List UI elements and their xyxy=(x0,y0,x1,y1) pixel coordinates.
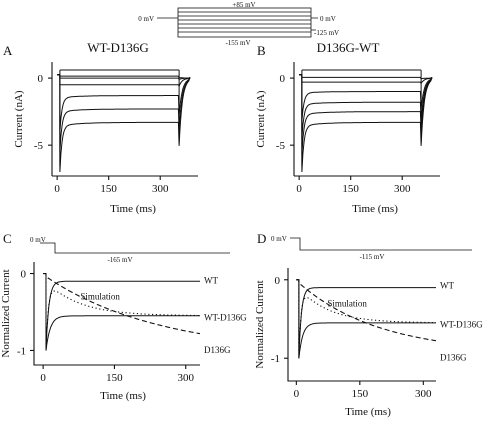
series-label-wt-d136g: WT-D136G xyxy=(204,313,247,323)
axes xyxy=(33,262,200,366)
x-tick-label: 0 xyxy=(294,388,300,400)
panel-a-title: WT-D136G xyxy=(87,40,149,55)
x-tick-label: 300 xyxy=(394,183,411,195)
axes xyxy=(287,268,436,382)
panel-c-step-level: -165 mV xyxy=(107,256,132,264)
x-axis-label: Time (ms) xyxy=(352,203,398,215)
current-trace-4 xyxy=(57,74,191,132)
y-tick-label: 0 xyxy=(21,269,27,281)
axes xyxy=(51,62,198,177)
trace-wt-d136g xyxy=(43,273,200,351)
x-tick-label: 150 xyxy=(342,183,359,195)
x-tick-label: 0 xyxy=(296,183,302,195)
y-axis-label: Normalized Current xyxy=(0,269,12,357)
series-label-simulation: Simulation xyxy=(327,298,367,308)
series-label-simulation: Simulation xyxy=(80,292,120,302)
panel-b-letter: B xyxy=(257,43,266,58)
x-tick-label: 300 xyxy=(152,183,169,195)
x-tick-label: 150 xyxy=(106,372,123,384)
series-label-d136g: D136G xyxy=(440,353,467,363)
panel-d: D 0 mV -115 mV 0 -1 0 150 300 Time (ms) Normal… xyxy=(254,231,483,418)
series-label-wt: WT xyxy=(204,276,218,286)
panel-b-title: D136G-WT xyxy=(317,40,380,55)
current-trace-6 xyxy=(299,74,433,173)
panel-c: C 0 mV -165 mV 0 -1 0 150 300 Time (ms) Normal… xyxy=(0,231,247,402)
y-tick-label: -5 xyxy=(34,140,44,152)
x-tick-label: 150 xyxy=(100,183,117,195)
current-trace-1 xyxy=(299,74,433,80)
current-trace-5 xyxy=(299,74,433,155)
panel-c-plot: 0 -1 0 150 300 Time (ms) Normalized Current WT W… xyxy=(0,262,247,402)
x-axis-label: Time (ms) xyxy=(110,203,156,215)
y-tick-label: -5 xyxy=(276,140,286,152)
y-axis-label: Current (nA) xyxy=(255,90,267,147)
y-axis-label: Normalized Current xyxy=(254,280,266,368)
x-axis-label: Time (ms) xyxy=(345,406,391,418)
x-tick-label: 0 xyxy=(54,183,60,195)
trace-wt-d136g xyxy=(296,279,436,359)
panel-d-step-hold: 0 mV xyxy=(271,235,287,243)
panel-c-step-hold: 0 mV xyxy=(30,236,46,244)
trace-wt xyxy=(296,279,436,359)
panel-c-step-trace xyxy=(40,242,230,254)
protocol-bottom-label: -155 mV xyxy=(225,39,250,47)
x-tick-label: 300 xyxy=(415,388,432,400)
x-tick-label: 0 xyxy=(40,372,46,384)
x-tick-label: 300 xyxy=(177,372,194,384)
protocol-tail-label: 0 mV xyxy=(320,15,336,23)
current-trace-6 xyxy=(57,74,191,173)
protocol-inset: 0 mV +85 mV -155 mV 0 mV -125 mV xyxy=(138,1,339,47)
protocol-step-levels xyxy=(178,11,311,33)
axes xyxy=(293,62,440,177)
x-axis-label: Time (ms) xyxy=(100,390,146,402)
panel-d-letter: D xyxy=(257,231,266,246)
x-tick-label: 150 xyxy=(352,388,369,400)
panel-b: B D136G-WT 0 -5 0 150 300 Time (ms) Current (n… xyxy=(255,40,440,215)
current-trace-3 xyxy=(57,74,191,88)
current-trace-2 xyxy=(57,74,191,80)
current-trace-1 xyxy=(57,74,191,79)
series-label-d136g: D136G xyxy=(204,345,231,355)
panel-a-plot: 0 -5 0 150 300 Time (ms) Current (nA) xyxy=(13,62,198,215)
y-tick-label: -1 xyxy=(17,345,26,357)
panel-d-step-level: -115 mV xyxy=(360,253,385,261)
panel-a: A WT-D136G 0 -5 0 150 300 Time (ms) Current (n… xyxy=(3,40,198,215)
panel-b-plot: 0 -5 0 150 300 Time (ms) Current (nA) xyxy=(255,62,440,215)
current-trace-5 xyxy=(57,74,191,152)
trace-d136g xyxy=(296,279,437,342)
protocol-step-box xyxy=(177,7,312,38)
y-tick-label: 0 xyxy=(38,73,44,85)
current-trace-3 xyxy=(299,74,433,122)
y-tick-label: 0 xyxy=(275,275,281,287)
y-tick-label: -1 xyxy=(271,353,280,365)
series-label-wt-d136g: WT-D136G xyxy=(440,320,483,330)
trace-simulation xyxy=(296,279,436,359)
current-trace-2 xyxy=(299,74,433,85)
panel-a-letter: A xyxy=(3,43,13,58)
trace-d136g xyxy=(43,272,201,335)
panel-d-plot: 0 -1 0 150 300 Time (ms) Normalized Current WT W… xyxy=(254,268,483,418)
protocol-tail-line xyxy=(311,17,318,31)
protocol-hold-label: 0 mV xyxy=(138,15,154,23)
current-trace-4 xyxy=(299,74,433,139)
panel-d-step-trace xyxy=(290,237,472,251)
trace-simulation xyxy=(43,272,200,351)
y-tick-label: 0 xyxy=(280,73,286,85)
y-axis-label: Current (nA) xyxy=(13,90,25,147)
protocol-tail-low-label: -125 mV xyxy=(314,29,339,37)
trace-wt xyxy=(43,273,200,351)
series-label-wt: WT xyxy=(440,280,454,290)
protocol-top-label: +85 mV xyxy=(232,1,255,9)
panel-c-letter: C xyxy=(3,231,12,246)
